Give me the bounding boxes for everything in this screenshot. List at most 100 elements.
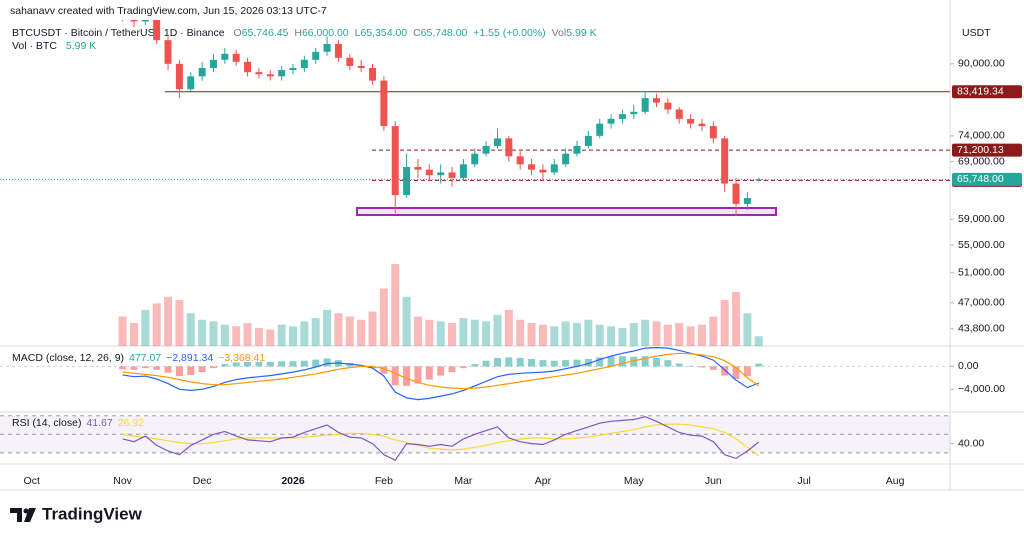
volume-bar [323, 309, 332, 346]
volume-bar [152, 303, 161, 346]
histogram-bar [573, 359, 581, 367]
histogram-bar [209, 366, 217, 369]
histogram-bar [119, 366, 127, 370]
price-badge [952, 143, 1022, 157]
histogram-bar [528, 359, 536, 367]
logo-icon [23, 508, 29, 514]
volume-title: Vol · BTC [12, 40, 57, 52]
price-pane [0, 20, 950, 346]
x-tick-label: 2026 [281, 475, 305, 487]
candle-body [437, 172, 445, 176]
volume-bar [425, 319, 434, 346]
y-tick-label: 40.00 [958, 437, 984, 449]
histogram-bar [153, 366, 161, 370]
candle-body [493, 138, 501, 146]
legend-value: 65,746.45 [242, 27, 289, 39]
candle-body [618, 114, 626, 119]
volume-bar [232, 326, 241, 346]
candle-body [664, 102, 672, 110]
volume-bar [732, 291, 741, 346]
axis-unit: USDT [962, 27, 991, 39]
histogram-bar [346, 363, 354, 367]
volume-bar [311, 318, 320, 346]
volume-bar [345, 316, 354, 346]
price-badge [952, 85, 1022, 99]
volume-bar [209, 321, 218, 346]
indicator-value: 26.92 [118, 417, 144, 429]
candle-body [266, 74, 274, 77]
histogram-bar [755, 363, 763, 367]
histogram-bar [300, 360, 308, 367]
signal-line [122, 352, 760, 390]
candle-body [380, 80, 388, 127]
candle-body [709, 126, 717, 139]
histogram-bar [425, 366, 433, 380]
volume-bar [448, 323, 457, 346]
volume-bar [607, 326, 616, 346]
histogram-bar [175, 366, 183, 377]
candle-body [391, 126, 399, 196]
candle-body [425, 169, 433, 176]
candle-body [130, 20, 138, 22]
histogram-bar [732, 366, 740, 379]
histogram-bar [550, 360, 558, 367]
histogram-bar [266, 361, 274, 367]
histogram-bar [471, 364, 479, 367]
brand: TradingView [42, 504, 143, 523]
histogram-bar [459, 366, 467, 369]
volume-bar [164, 296, 173, 346]
candle-body [300, 59, 308, 68]
candle-body [528, 164, 536, 170]
x-tick-label: Feb [375, 475, 393, 487]
x-tick-label: Mar [454, 475, 473, 487]
volume-bar [436, 321, 445, 346]
volume-bar [652, 321, 661, 346]
histogram-bar [482, 360, 490, 367]
candle-body [573, 145, 581, 154]
volume-bar [697, 324, 706, 346]
x-tick-label: Apr [535, 475, 552, 487]
volume-bar [663, 324, 672, 346]
candle-body [414, 166, 422, 170]
histogram-bar [437, 366, 445, 376]
candle-body [323, 43, 331, 52]
histogram-bar [562, 360, 570, 367]
candle-body [550, 164, 558, 173]
volume-bar [391, 264, 400, 346]
histogram-bar [493, 357, 501, 367]
volume-bar [357, 319, 366, 346]
volume-bar [277, 324, 286, 346]
histogram-bar [596, 357, 604, 367]
histogram-bar [221, 364, 229, 367]
volume-bar [175, 300, 184, 346]
candle-body [232, 53, 240, 62]
candle-body [187, 76, 195, 90]
volume-bar [561, 321, 570, 346]
candle-body [244, 61, 252, 73]
candle-body [596, 123, 604, 136]
symbol-legend: BTCUSDT · Bitcoin / TetherUS · 1D · Bina… [12, 27, 597, 39]
volume-bar [504, 309, 513, 346]
candle-body [255, 72, 263, 75]
candle-body [334, 43, 342, 58]
logo-icon [10, 508, 22, 522]
y-tick-label: 90,000.00 [958, 58, 1005, 70]
volume-bar [198, 319, 207, 346]
legend-key: C [413, 27, 421, 39]
legend-value: 66,000.00 [302, 27, 349, 39]
volume-bar [459, 318, 468, 346]
support-zone [356, 207, 777, 216]
logo-icon [24, 508, 36, 522]
symbol: BTCUSDT · Bitcoin / TetherUS · 1D · Bina… [12, 27, 225, 39]
histogram-bar [141, 366, 149, 369]
volume-bar [368, 311, 377, 346]
indicator-legend: MACD (close, 12, 26, 9) 477.07 −2,891.34 −3… [12, 352, 265, 364]
volume-bar [129, 323, 138, 346]
x-tick-label: Nov [113, 475, 132, 487]
histogram-bar [607, 356, 615, 367]
y-tick-label: 55,000.00 [958, 239, 1005, 251]
histogram-bar [244, 361, 252, 367]
volume-bar [220, 324, 229, 346]
